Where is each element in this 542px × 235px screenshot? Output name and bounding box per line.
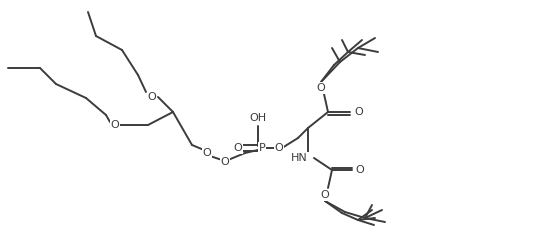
- Text: O: O: [275, 143, 283, 153]
- Text: O: O: [317, 83, 325, 93]
- Text: O: O: [111, 120, 119, 130]
- Text: O: O: [354, 107, 363, 117]
- Text: O: O: [233, 143, 242, 153]
- Text: P: P: [259, 143, 266, 153]
- Text: O: O: [147, 92, 157, 102]
- Text: O: O: [321, 190, 330, 200]
- Text: O: O: [203, 148, 211, 158]
- Text: O: O: [355, 165, 364, 175]
- Text: HN: HN: [291, 153, 308, 163]
- Text: OH: OH: [249, 113, 267, 123]
- Text: O: O: [221, 157, 229, 167]
